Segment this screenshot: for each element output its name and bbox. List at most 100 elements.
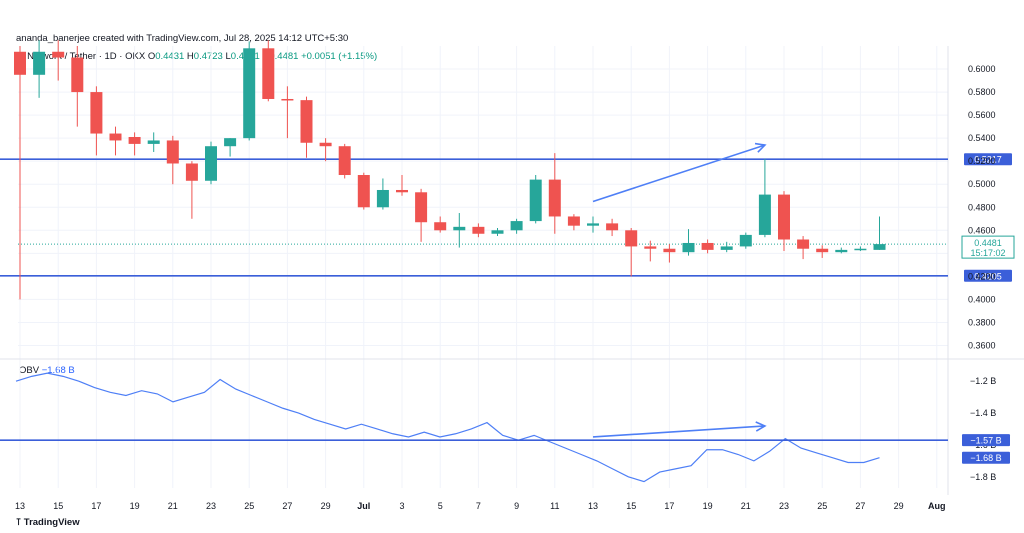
candle-body[interactable] bbox=[529, 179, 542, 222]
candle-body[interactable] bbox=[606, 223, 619, 231]
candle-body[interactable] bbox=[52, 51, 65, 58]
ohlc-open-label: O bbox=[147, 51, 156, 62]
candle-body[interactable] bbox=[778, 194, 790, 240]
obv-trend-arrow-head bbox=[755, 421, 767, 432]
candle-body[interactable] bbox=[243, 48, 256, 139]
candle-body[interactable] bbox=[816, 248, 829, 253]
candle-body[interactable] bbox=[472, 226, 485, 234]
date-tick-label: 29 bbox=[321, 501, 331, 511]
date-tick-label: Jul bbox=[357, 501, 370, 511]
chart-attribution: ananda_banerjee created with TradingView… bbox=[16, 33, 349, 44]
symbol-name[interactable]: Pi Network / Tether · 1D · OKX bbox=[16, 51, 146, 62]
price-tick-label: 0.5600 bbox=[968, 110, 996, 120]
price-tick-label: 0.5000 bbox=[968, 179, 996, 189]
tradingview-brand: TradingView bbox=[23, 517, 80, 528]
date-tick-label: 27 bbox=[855, 501, 865, 511]
price-tick-label: 0.3800 bbox=[968, 317, 996, 327]
candle-body[interactable] bbox=[720, 246, 733, 250]
candle-body[interactable] bbox=[224, 138, 237, 147]
tradingview-logo[interactable]: ⊺ TradingView bbox=[16, 517, 80, 528]
candle-body[interactable] bbox=[854, 248, 867, 251]
date-tick-label: 25 bbox=[817, 501, 827, 511]
candle-body[interactable] bbox=[90, 92, 103, 134]
current-price-badge bbox=[961, 235, 1015, 259]
ohlc-open: 0.4431 bbox=[155, 51, 185, 62]
date-tick-label: 13 bbox=[15, 501, 25, 511]
candle-body[interactable] bbox=[835, 249, 848, 253]
obv-current-badge bbox=[962, 451, 1010, 464]
ohlc-close: 0.4481 bbox=[269, 51, 299, 62]
candle-body[interactable] bbox=[510, 221, 523, 231]
candle-body[interactable] bbox=[548, 179, 561, 217]
candle-body[interactable] bbox=[663, 248, 676, 253]
price-tick-label: 0.3600 bbox=[968, 340, 996, 350]
date-tick-label: 11 bbox=[550, 501, 559, 511]
candle-body[interactable] bbox=[185, 163, 198, 181]
candle-body[interactable] bbox=[300, 100, 313, 143]
candle-body[interactable] bbox=[701, 242, 714, 250]
current-price-label: 0.4481 bbox=[974, 238, 1002, 248]
date-tick-label: 9 bbox=[514, 501, 519, 511]
candle-body[interactable] bbox=[797, 239, 810, 249]
candle-body[interactable] bbox=[415, 192, 428, 223]
candle-body[interactable] bbox=[128, 136, 141, 144]
date-tick-label: 25 bbox=[244, 501, 254, 511]
price-level-label: 0.4205 bbox=[974, 271, 1002, 281]
date-tick-label: 17 bbox=[91, 501, 101, 511]
candle-body[interactable] bbox=[33, 51, 46, 75]
candle-body[interactable] bbox=[166, 140, 179, 164]
date-tick-label: 7 bbox=[476, 501, 481, 511]
ohlc-low-label: L bbox=[225, 51, 231, 62]
candle-body[interactable] bbox=[376, 189, 389, 208]
price-tick-label: 0.5400 bbox=[968, 133, 996, 143]
candle-body[interactable] bbox=[14, 51, 26, 75]
candle-body[interactable] bbox=[567, 216, 580, 226]
candle-body[interactable] bbox=[71, 57, 84, 93]
date-tick-label: 21 bbox=[168, 501, 178, 511]
candle-body[interactable] bbox=[262, 48, 275, 99]
candle-body[interactable] bbox=[491, 230, 504, 234]
candle-body[interactable] bbox=[147, 140, 160, 144]
price-tick-label: 0.5800 bbox=[968, 87, 996, 97]
candle-body[interactable] bbox=[396, 189, 408, 193]
candle-body[interactable] bbox=[739, 234, 752, 247]
tradingview-logo-icon: ⊺ bbox=[16, 517, 22, 528]
obv-trend-arrow[interactable] bbox=[592, 425, 765, 438]
date-tick-label: 23 bbox=[779, 501, 789, 511]
price-tick-label: 0.5200 bbox=[968, 156, 996, 166]
date-tick-label: 5 bbox=[438, 501, 443, 511]
candle-body[interactable] bbox=[682, 242, 695, 253]
price-level-badge bbox=[964, 269, 1012, 282]
candle-body[interactable] bbox=[644, 246, 657, 249]
obv-level-badge bbox=[962, 434, 1010, 447]
ohlc-high-label: H bbox=[186, 51, 194, 62]
candle-body[interactable] bbox=[758, 194, 771, 235]
obv-legend-label[interactable]: OBV bbox=[19, 365, 40, 376]
price-tick-label: 0.4600 bbox=[968, 225, 996, 235]
candle-body[interactable] bbox=[109, 133, 122, 141]
candle-body[interactable] bbox=[625, 230, 638, 247]
ohlc-high: 0.4723 bbox=[193, 51, 223, 62]
candle-body[interactable] bbox=[319, 142, 332, 147]
date-tick-label: 15 bbox=[626, 501, 636, 511]
date-tick-label: 23 bbox=[206, 501, 216, 511]
price-level-label: 0.5217 bbox=[974, 155, 1002, 165]
price-tick-label: 0.6000 bbox=[968, 64, 996, 74]
date-tick-label: 3 bbox=[399, 501, 404, 511]
candle-body[interactable] bbox=[338, 146, 351, 176]
price-trend-arrow[interactable] bbox=[592, 144, 766, 203]
candle-body[interactable] bbox=[205, 146, 217, 181]
candle-body[interactable] bbox=[357, 175, 370, 208]
candle-body[interactable] bbox=[587, 223, 599, 226]
candle-body[interactable] bbox=[434, 222, 447, 231]
date-tick-label: 29 bbox=[894, 501, 904, 511]
candle-body[interactable] bbox=[453, 226, 466, 231]
candle-body[interactable] bbox=[281, 98, 294, 101]
date-tick-label: 13 bbox=[588, 501, 598, 511]
price-level-badge bbox=[964, 153, 1012, 166]
price-change: +0.0051 (+1.15%) bbox=[301, 51, 378, 62]
price-tick-label: 0.4000 bbox=[968, 294, 996, 304]
obv-series-line bbox=[15, 372, 880, 483]
candle-body[interactable] bbox=[873, 244, 886, 250]
